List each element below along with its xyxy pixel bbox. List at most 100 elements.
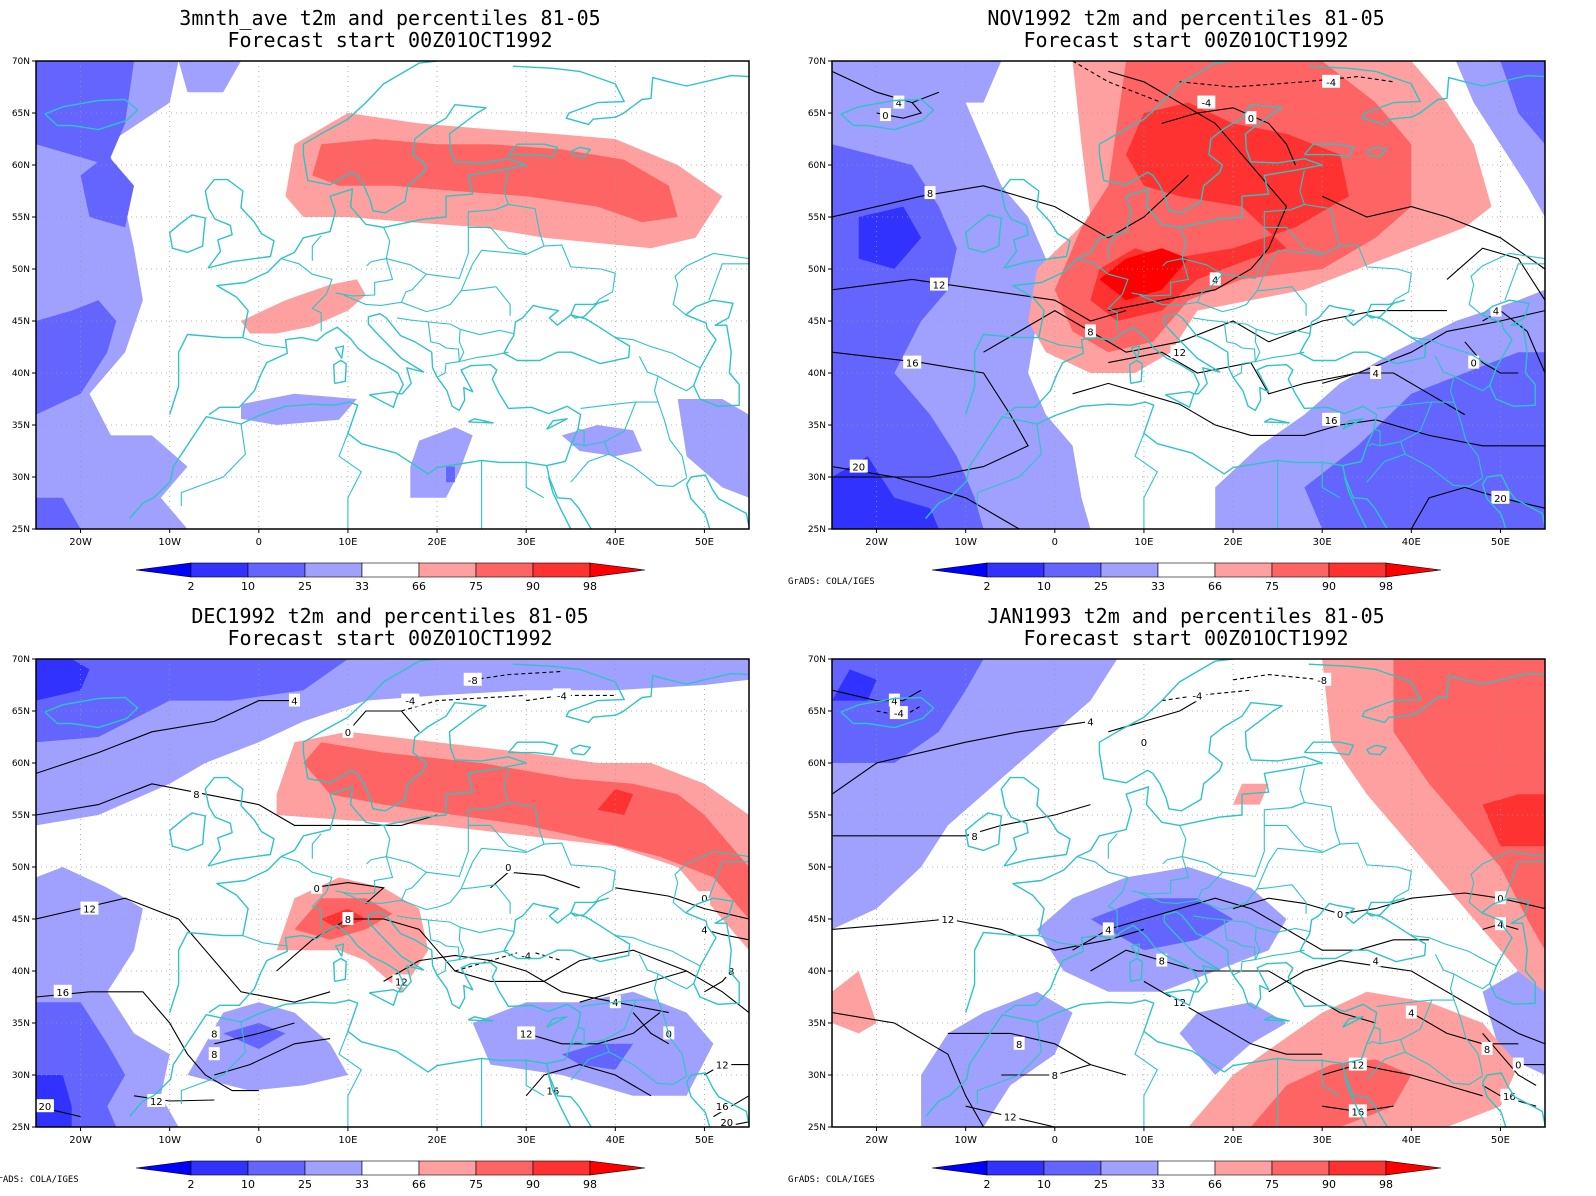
country-border — [460, 328, 514, 336]
map-frame — [35, 60, 750, 530]
lat-tick-label: 65N — [808, 707, 826, 717]
isotherm-line — [579, 970, 687, 1003]
isotherm-label: 4 — [701, 925, 707, 936]
isotherm-line — [525, 1064, 652, 1097]
map-panel-p1: 3mnth_ave t2m and percentiles 81-05 Forec… — [0, 0, 780, 598]
map-canvas: 4812168812812121600-4-8-40048121620-4402… — [12, 655, 750, 1191]
country-border — [396, 317, 460, 378]
panel-subtitle: Forecast start 00Z01OCT1992 — [227, 626, 553, 650]
isotherm-label: 8 — [1484, 1045, 1490, 1056]
coastline — [1129, 359, 1143, 385]
coastline — [507, 143, 559, 158]
coastline — [204, 776, 275, 867]
grads-credit: GrADS: COLA/IGES — [788, 1175, 875, 1185]
lon-tick-label: 10W — [158, 537, 181, 548]
isotherm-label: 0 — [1141, 738, 1147, 749]
panel-title: 3mnth_ave t2m and percentiles 81-05 — [179, 6, 601, 30]
isotherm-label: 20 — [852, 463, 865, 474]
isotherm-label: 0 — [1337, 910, 1343, 921]
country-border — [1197, 884, 1307, 914]
lat-tick-label: 25N — [808, 1123, 826, 1133]
lon-tick-label: 20E — [1224, 537, 1243, 548]
isotherm-label: 12 — [1004, 1113, 1017, 1124]
isotherm-label: 8 — [1159, 957, 1165, 968]
isotherm-line — [472, 670, 562, 681]
country-border — [1197, 286, 1307, 316]
panel-title: NOV1992 t2m and percentiles 81-05 — [987, 6, 1385, 30]
country-border — [428, 321, 465, 362]
isotherm-label: 16 — [56, 988, 69, 999]
country-border — [1468, 252, 1545, 316]
isotherm-label: 0 — [505, 863, 511, 874]
lon-tick-label: 20W — [865, 537, 888, 548]
country-border — [708, 263, 749, 301]
lat-tick-label: 60N — [808, 759, 826, 769]
coastline — [925, 911, 1378, 1118]
lat-tick-label: 50N — [808, 265, 826, 275]
lat-tick-label: 70N — [12, 57, 30, 67]
percentile-shade — [597, 789, 634, 815]
country-border — [672, 850, 749, 914]
lon-tick-label: 20W — [69, 1135, 92, 1146]
percentile-shade — [858, 206, 922, 269]
colorbar-label: 98 — [1379, 1178, 1393, 1191]
lon-tick-label: 50E — [1491, 1135, 1510, 1146]
isotherm-label: 4 — [1087, 717, 1093, 728]
colorbar-label: 90 — [526, 580, 540, 593]
lon-tick-label: 40E — [606, 1135, 625, 1146]
percentile-shade — [178, 61, 241, 93]
coastline — [467, 418, 494, 424]
colorbar-label: 2 — [984, 580, 991, 593]
coastline — [1308, 65, 1545, 126]
isotherm-line — [214, 1022, 295, 1045]
isotherm-label: 4 — [891, 697, 897, 708]
coastline — [690, 474, 749, 528]
coastline — [964, 214, 1003, 254]
country-border — [1076, 258, 1129, 332]
isotherm-label: 4 — [1212, 275, 1218, 286]
coastline — [1342, 418, 1364, 430]
country-border — [494, 801, 545, 845]
isotherm-line — [1179, 76, 1394, 88]
isotherm-label: 4 — [291, 697, 297, 708]
percentile-shade — [36, 659, 749, 826]
colorbar-label: 10 — [241, 1178, 255, 1191]
isotherm-label: 0 — [314, 884, 320, 895]
colorbar-label: 25 — [298, 1178, 312, 1191]
isotherm-label: 12 — [150, 1097, 163, 1108]
coastline — [169, 659, 527, 1013]
coastline — [1481, 476, 1507, 529]
coastline — [570, 146, 592, 158]
country-border — [657, 999, 688, 1076]
country-border — [1256, 244, 1412, 300]
isotherm-line — [214, 1038, 331, 1076]
country-border — [1468, 850, 1545, 914]
isotherm-label: 4 — [1372, 957, 1378, 968]
country-border — [1390, 896, 1396, 904]
isotherm-label: -8 — [1317, 676, 1327, 687]
colorbar-label: 75 — [1265, 1178, 1279, 1191]
coastline — [368, 989, 399, 1006]
country-border — [608, 453, 687, 487]
percentile-shade — [276, 877, 429, 992]
lon-tick-label: 20W — [69, 537, 92, 548]
map-frame — [831, 60, 1546, 530]
country-border — [1368, 1026, 1381, 1045]
colorbar-label: 98 — [583, 1178, 597, 1191]
country-border — [1107, 833, 1118, 859]
coastline — [965, 61, 1323, 415]
colorbar-label: 25 — [298, 580, 312, 593]
colorbar-label: 10 — [1037, 1178, 1051, 1191]
coastline — [169, 61, 527, 415]
isotherm-label: 8 — [345, 915, 351, 926]
colorbar-label: 75 — [469, 580, 483, 593]
percentile-shade — [241, 279, 366, 334]
map-canvas: 20W 10W 0 10E 20E 30E 40E 50E 70N 65N 60N 55N 50N 45N… — [12, 57, 750, 593]
lat-tick-label: 35N — [12, 421, 30, 431]
country-border — [1256, 842, 1412, 898]
isotherm-label: 8 — [211, 1029, 217, 1040]
country-border — [525, 461, 545, 499]
lon-tick-label: 20W — [865, 1135, 888, 1146]
colorbar-label: 98 — [1379, 580, 1393, 593]
